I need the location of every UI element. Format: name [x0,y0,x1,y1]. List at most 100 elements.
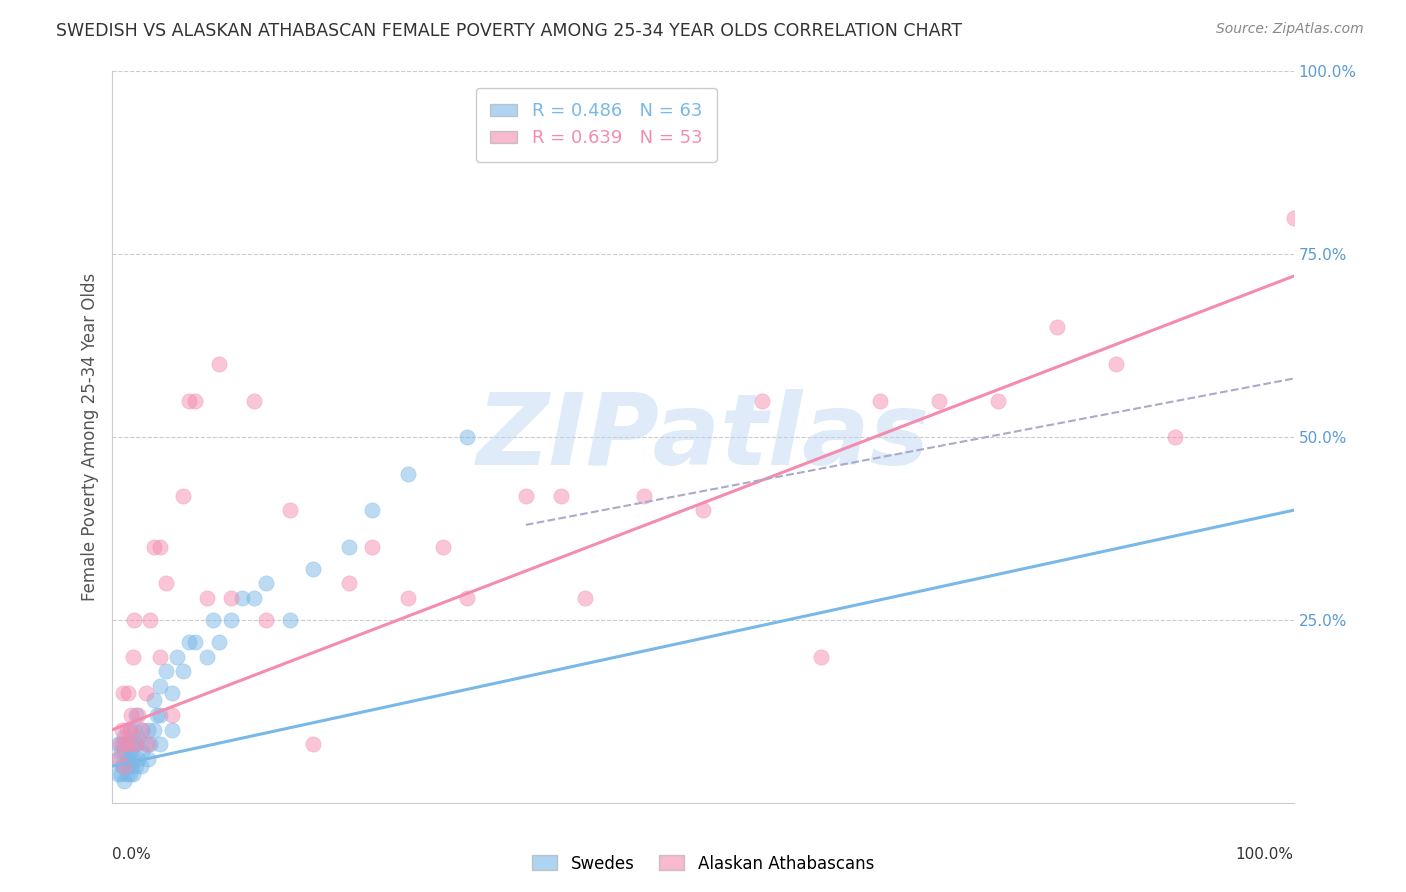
Point [515,489,537,503]
Point [456,591,478,605]
Point [149,679,172,693]
Point [195,649,218,664]
Point [120,745,142,759]
Point [120,759,142,773]
Point [120,766,142,780]
Point [110,766,132,780]
Point [243,591,266,605]
Point [118,752,141,766]
Point [118,737,141,751]
Point [810,649,832,664]
Point [550,489,572,503]
Point [172,489,194,503]
Point [125,708,148,723]
Point [112,773,135,788]
Point [120,737,142,751]
Text: 0.0%: 0.0% [112,847,152,862]
Point [243,393,266,408]
Point [111,737,134,751]
Point [112,759,135,773]
Text: ZIPatlas: ZIPatlas [477,389,929,485]
Point [135,686,157,700]
Point [125,737,148,751]
Point [396,467,419,481]
Point [574,591,596,605]
Point [278,503,301,517]
Point [121,766,143,780]
Point [633,489,655,503]
Point [120,723,142,737]
Point [337,576,360,591]
Point [120,723,142,737]
Point [160,708,183,723]
Point [172,664,194,678]
Legend: R = 0.486   N = 63, R = 0.639   N = 53: R = 0.486 N = 63, R = 0.639 N = 53 [475,87,717,161]
Point [131,745,153,759]
Point [361,540,384,554]
Point [117,686,139,700]
Point [254,576,277,591]
Point [160,686,183,700]
Text: Source: ZipAtlas.com: Source: ZipAtlas.com [1216,22,1364,37]
Point [219,613,242,627]
Point [928,393,950,408]
Point [112,759,135,773]
Point [456,430,478,444]
Point [108,737,131,751]
Point [149,737,172,751]
Point [155,576,177,591]
Point [987,393,1010,408]
Legend: Swedes, Alaskan Athabascans: Swedes, Alaskan Athabascans [526,848,880,880]
Point [361,503,384,517]
Point [692,503,714,517]
Point [179,635,201,649]
Point [111,759,134,773]
Point [149,649,172,664]
Point [396,591,419,605]
Point [115,723,138,737]
Point [139,737,162,751]
Point [1105,357,1128,371]
Point [117,737,139,751]
Point [117,759,139,773]
Point [432,540,454,554]
Point [131,723,153,737]
Point [107,737,129,751]
Point [302,737,325,751]
Point [208,635,231,649]
Point [231,591,253,605]
Point [122,737,145,751]
Point [136,737,159,751]
Point [127,730,149,744]
Point [107,752,129,766]
Point [136,723,159,737]
Point [179,393,201,408]
Point [751,393,773,408]
Point [195,591,218,605]
Point [160,723,183,737]
Point [142,723,165,737]
Point [125,737,148,751]
Point [139,613,162,627]
Point [142,540,165,554]
Text: SWEDISH VS ALASKAN ATHABASCAN FEMALE POVERTY AMONG 25-34 YEAR OLDS CORRELATION C: SWEDISH VS ALASKAN ATHABASCAN FEMALE POV… [56,22,962,40]
Point [129,759,152,773]
Point [115,766,138,780]
Y-axis label: Female Poverty Among 25-34 Year Olds: Female Poverty Among 25-34 Year Olds [80,273,98,601]
Point [112,730,135,744]
Text: 100.0%: 100.0% [1236,847,1294,862]
Point [184,393,207,408]
Point [136,752,159,766]
Point [166,649,188,664]
Point [122,723,145,737]
Point [1282,211,1305,225]
Point [149,708,172,723]
Point [121,752,143,766]
Point [146,708,169,723]
Point [337,540,360,554]
Point [201,613,224,627]
Point [131,723,153,737]
Point [184,635,207,649]
Point [149,540,172,554]
Point [254,613,277,627]
